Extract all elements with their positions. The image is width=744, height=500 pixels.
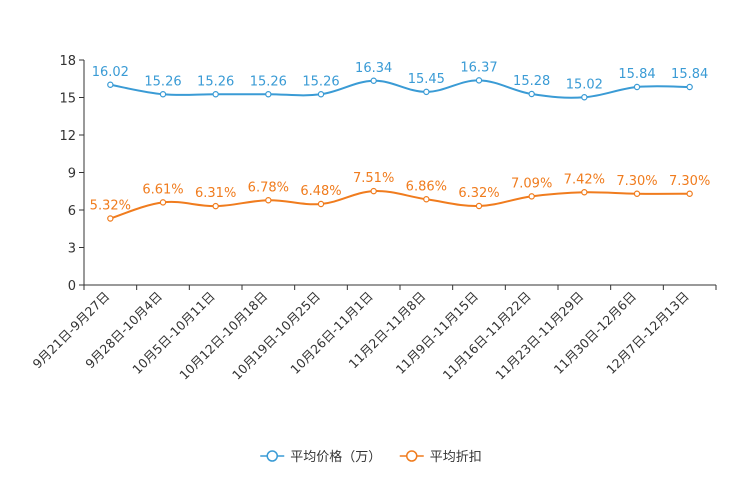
y-tick-label: 9 bbox=[68, 167, 76, 182]
data-label: 7.42% bbox=[564, 172, 605, 187]
legend-item-2[interactable]: 平均折扣 bbox=[399, 450, 482, 465]
data-label: 15.02 bbox=[566, 77, 603, 92]
y-tick-label: 6 bbox=[68, 204, 76, 219]
data-label: 15.26 bbox=[302, 74, 339, 89]
data-label: 15.84 bbox=[618, 67, 655, 82]
data-label: 6.32% bbox=[458, 186, 499, 201]
data-point[interactable] bbox=[317, 200, 325, 208]
axes: 03691215189月21日-9月27日9月28日-10月4日10月5日-10… bbox=[30, 54, 717, 383]
data-point[interactable] bbox=[265, 197, 272, 204]
data-point[interactable] bbox=[528, 90, 535, 98]
data-label: 15.28 bbox=[513, 74, 550, 89]
series-line bbox=[110, 79, 690, 99]
data-point[interactable] bbox=[212, 202, 219, 210]
data-label: 16.37 bbox=[460, 60, 497, 75]
data-label: 7.30% bbox=[669, 174, 710, 189]
series-layer: 16.02 15.26 15.26 15.26 15.26 16.34 15.45 16.37… bbox=[90, 60, 710, 222]
data-label: 5.32% bbox=[90, 199, 131, 214]
data-label: 15.26 bbox=[250, 74, 287, 89]
data-point[interactable] bbox=[423, 196, 430, 203]
data-point[interactable] bbox=[633, 190, 641, 197]
legend-marker-icon bbox=[406, 450, 418, 462]
y-tick-label: 15 bbox=[59, 92, 76, 107]
data-point[interactable] bbox=[475, 202, 483, 210]
data-point[interactable] bbox=[475, 77, 483, 84]
data-label: 6.78% bbox=[248, 180, 289, 195]
series-2: 5.32% 6.61% 6.31% 6.78% 6.48% 7.51% 6.86% 6.32%… bbox=[90, 171, 710, 222]
data-label: 7.30% bbox=[616, 174, 657, 189]
data-point[interactable] bbox=[107, 215, 114, 222]
data-label: 15.26 bbox=[144, 74, 181, 89]
series-line bbox=[110, 190, 690, 220]
legend-label: 平均折扣 bbox=[430, 450, 482, 465]
x-tick-label: 10月19日-10月25日 bbox=[229, 289, 323, 383]
data-label: 15.84 bbox=[671, 67, 708, 82]
data-label: 16.34 bbox=[355, 61, 392, 76]
legend-label: 平均价格（万） bbox=[290, 449, 381, 465]
data-label: 6.86% bbox=[406, 179, 447, 194]
data-point[interactable] bbox=[686, 190, 693, 197]
data-point[interactable] bbox=[423, 88, 430, 96]
x-tick-label: 11月16日-11月22日 bbox=[440, 289, 534, 383]
data-point[interactable] bbox=[317, 91, 325, 98]
data-point[interactable] bbox=[159, 199, 167, 206]
x-tick-label: 10月12日-10月18日 bbox=[176, 289, 270, 383]
y-tick-label: 18 bbox=[59, 54, 76, 69]
data-point[interactable] bbox=[265, 91, 272, 98]
data-label: 6.48% bbox=[300, 184, 341, 199]
data-label: 6.61% bbox=[142, 182, 183, 197]
data-point[interactable] bbox=[212, 91, 219, 98]
data-point[interactable] bbox=[581, 189, 588, 196]
series-1: 16.02 15.26 15.26 15.26 15.26 16.34 15.45 16.37… bbox=[92, 60, 708, 101]
y-tick-label: 0 bbox=[68, 279, 76, 294]
legend-marker-icon bbox=[266, 450, 278, 462]
data-point[interactable] bbox=[159, 91, 167, 98]
data-label: 15.26 bbox=[197, 74, 234, 89]
data-point[interactable] bbox=[581, 94, 588, 101]
data-label: 15.45 bbox=[408, 72, 445, 87]
data-point[interactable] bbox=[686, 83, 693, 91]
y-tick-label: 12 bbox=[59, 129, 76, 144]
data-point[interactable] bbox=[528, 193, 535, 200]
data-label: 7.51% bbox=[353, 171, 394, 186]
y-tick-label: 3 bbox=[68, 242, 76, 257]
x-tick-label: 11月23日-11月29日 bbox=[492, 289, 586, 383]
data-point[interactable] bbox=[370, 77, 377, 84]
data-point[interactable] bbox=[107, 81, 114, 88]
data-label: 16.02 bbox=[92, 65, 129, 80]
legend[interactable]: 平均价格（万） 平均折扣 bbox=[260, 449, 482, 465]
data-point[interactable] bbox=[370, 187, 377, 195]
data-point[interactable] bbox=[633, 83, 641, 91]
legend-item-1[interactable]: 平均价格（万） bbox=[260, 449, 381, 465]
data-label: 6.31% bbox=[195, 186, 236, 201]
data-label: 7.09% bbox=[511, 176, 552, 191]
